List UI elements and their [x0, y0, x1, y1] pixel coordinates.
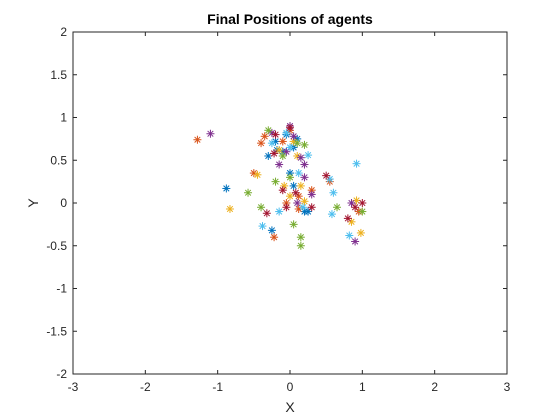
data-point — [343, 214, 352, 223]
data-point — [296, 153, 305, 162]
data-point — [264, 151, 273, 160]
y-tick-label: -1 — [56, 282, 67, 296]
data-point — [270, 233, 279, 242]
y-axis-label: Y — [25, 198, 41, 208]
data-point — [222, 184, 231, 193]
data-point — [289, 220, 298, 229]
x-tick-label: -1 — [212, 380, 223, 394]
x-tick-label: 3 — [504, 380, 511, 394]
data-point — [257, 203, 266, 212]
y-tick-label: -1.5 — [46, 324, 67, 338]
data-markers — [193, 122, 367, 250]
y-tick-label: 0 — [60, 196, 67, 210]
data-point — [260, 132, 269, 141]
data-point — [293, 199, 302, 207]
y-tick-label: -0.5 — [46, 239, 67, 253]
data-point — [333, 203, 342, 212]
data-point — [358, 199, 367, 207]
data-point — [286, 192, 294, 201]
data-point — [307, 203, 316, 212]
x-axis-label: X — [285, 399, 295, 415]
data-point — [304, 207, 313, 216]
y-tick-label: 1.5 — [50, 68, 67, 82]
y-tick-label: 0.5 — [50, 153, 67, 167]
data-point — [278, 137, 287, 146]
data-point — [193, 135, 202, 144]
data-point — [322, 171, 331, 180]
data-point — [351, 237, 360, 246]
y-axis-ticks: -2 -1.5 -1 -0.5 0 0.5 1 1.5 2 — [46, 25, 507, 381]
data-point — [296, 241, 305, 250]
data-point — [327, 210, 336, 219]
data-point — [299, 203, 308, 212]
data-point — [264, 126, 273, 135]
data-point — [244, 188, 253, 197]
y-tick-label: 1 — [60, 111, 67, 125]
data-point — [275, 145, 284, 154]
data-point — [351, 203, 360, 212]
data-point — [345, 231, 354, 240]
data-point — [275, 207, 284, 216]
data-point — [278, 151, 287, 160]
chart-title: Final Positions of agents — [207, 11, 373, 27]
data-point — [300, 160, 309, 169]
data-point — [225, 204, 234, 213]
data-point — [270, 149, 279, 158]
data-point — [304, 151, 313, 160]
data-point — [291, 188, 300, 197]
data-point — [289, 181, 298, 190]
data-point — [275, 160, 284, 169]
data-point — [294, 169, 303, 178]
data-point — [289, 132, 298, 141]
data-point — [206, 129, 215, 138]
data-point — [300, 140, 309, 149]
data-point — [352, 159, 361, 168]
data-point — [271, 137, 280, 146]
data-point — [356, 228, 365, 237]
data-point — [267, 139, 276, 148]
data-point — [300, 173, 309, 182]
x-tick-label: 1 — [359, 380, 366, 394]
x-tick-label: 0 — [287, 380, 294, 394]
data-point — [262, 209, 271, 218]
data-point — [300, 197, 309, 206]
x-axis-ticks: -3 -2 -1 0 1 2 3 — [68, 32, 511, 394]
data-point — [296, 233, 305, 242]
data-point — [286, 143, 294, 152]
data-point — [307, 190, 316, 199]
x-tick-label: -2 — [140, 380, 151, 394]
data-point — [282, 203, 291, 212]
data-point — [296, 181, 305, 190]
data-point — [271, 130, 280, 139]
data-point — [282, 128, 291, 137]
data-point — [286, 173, 294, 182]
data-point — [358, 207, 367, 216]
data-point — [278, 186, 287, 195]
data-point — [271, 177, 280, 186]
data-point — [258, 222, 267, 231]
data-point — [286, 123, 294, 132]
x-tick-label: 2 — [431, 380, 438, 394]
y-tick-label: -2 — [56, 367, 67, 381]
data-point — [329, 188, 338, 197]
data-point — [293, 139, 302, 148]
y-tick-label: 2 — [60, 25, 67, 39]
data-point — [267, 226, 276, 235]
data-point — [257, 139, 266, 148]
x-tick-label: -3 — [68, 380, 79, 394]
data-point — [253, 170, 262, 179]
